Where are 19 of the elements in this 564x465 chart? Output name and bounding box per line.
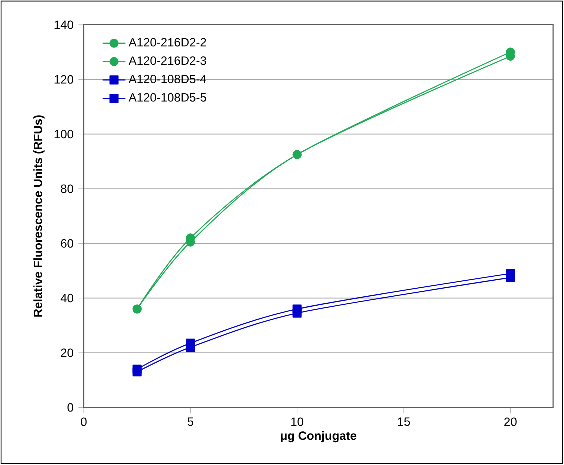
x-tick-label: 15: [398, 418, 410, 426]
y-tick-label: 20: [61, 348, 74, 358]
y-tick-label: 80: [61, 184, 74, 194]
y-tick-label: 60: [61, 239, 74, 248]
legend-label: A120-108D5-4: [128, 75, 207, 84]
x-tick-label: 5: [188, 418, 194, 426]
y-tick-label: 120: [54, 75, 74, 84]
legend-label: A120-108D5-5: [128, 93, 206, 102]
legend-label: A120-216D2-3: [128, 56, 206, 66]
y-tick-label: 40: [60, 294, 74, 303]
y-tick-label: 100: [54, 130, 74, 139]
x-tick-label: 20: [504, 418, 517, 426]
y-tick-label: 140: [54, 20, 74, 30]
x-tick-label: 0: [81, 418, 87, 426]
x-axis-title: μg Conjugate: [281, 431, 357, 443]
legend-label: A120-216D2-2: [128, 38, 206, 47]
x-tick-label: 10: [292, 418, 304, 426]
y-axis-title: Relative Fluorescence Units (RFUs): [34, 116, 45, 317]
y-tick-label: 0: [68, 403, 74, 412]
